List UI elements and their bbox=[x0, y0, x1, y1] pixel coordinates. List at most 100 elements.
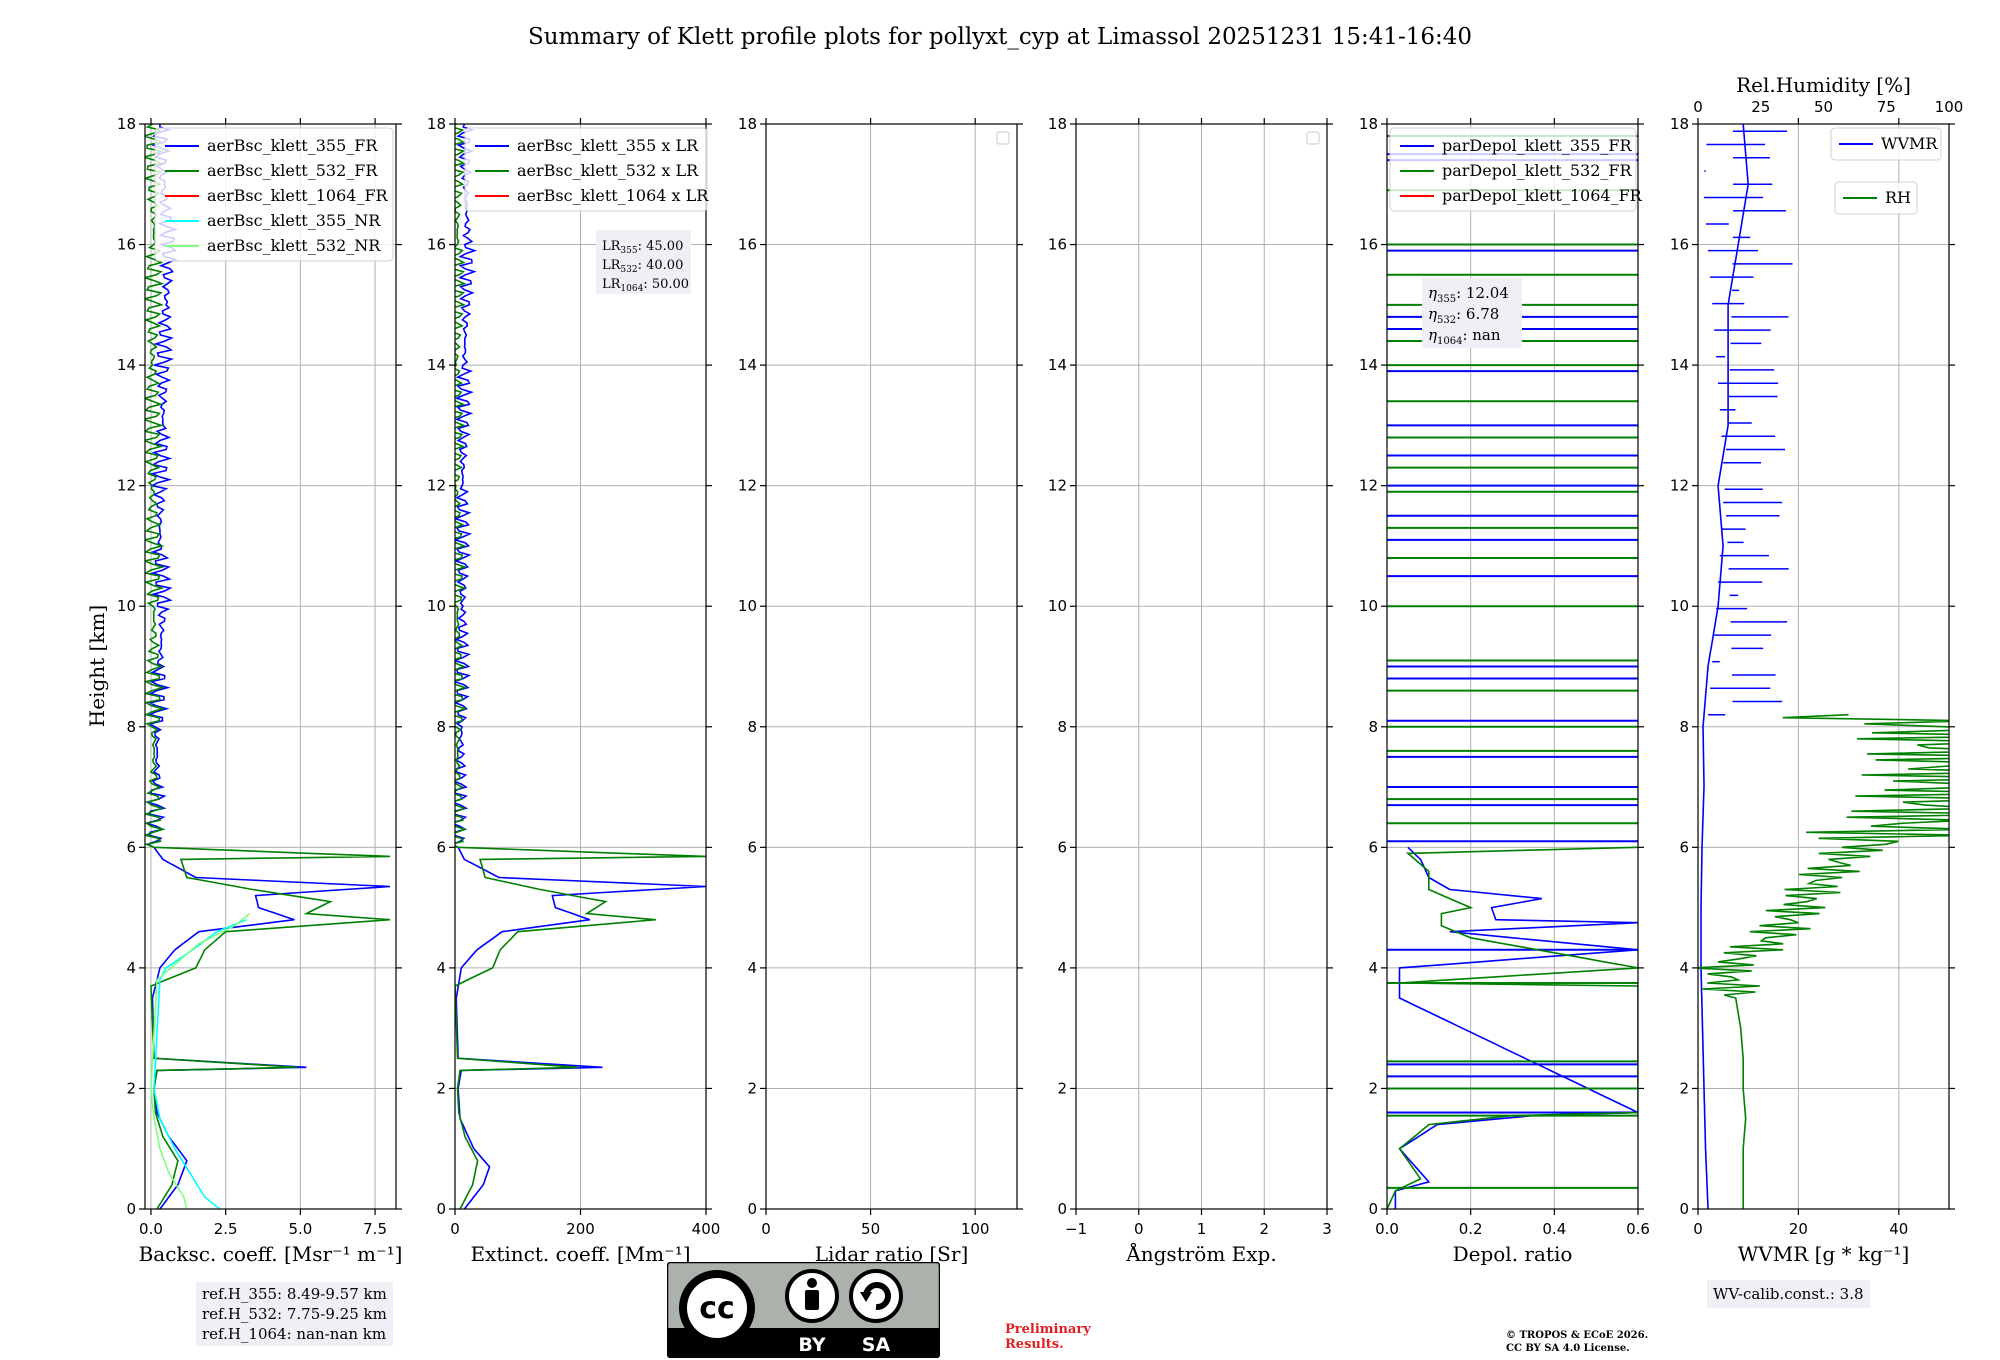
data-layer bbox=[145, 124, 391, 1209]
empty-legend bbox=[996, 131, 1010, 145]
ytick-label: 16 bbox=[1670, 236, 1689, 254]
data-layer bbox=[1698, 124, 1949, 1209]
ytick-label: 4 bbox=[1368, 959, 1378, 977]
figure-title: Summary of Klett profile plots for polly… bbox=[528, 24, 1472, 50]
ytick-label: 12 bbox=[1359, 477, 1378, 495]
series-line-aerBsc_klett_355_FR bbox=[145, 124, 391, 1209]
x-axis-label: Backsc. coeff. [Msr⁻¹ m⁻¹] bbox=[139, 1242, 403, 1266]
xtick-label: 0 bbox=[761, 1220, 771, 1238]
ytick-label: 12 bbox=[427, 477, 446, 495]
legend-label: aerBsc_klett_532_NR bbox=[207, 236, 381, 255]
ytick-label: 18 bbox=[117, 115, 136, 133]
ytick-label: 6 bbox=[747, 838, 757, 856]
xtick-label: 0 bbox=[450, 1220, 460, 1238]
top-tick-label: 50 bbox=[1814, 98, 1833, 116]
panel-bsc: 0 2 4 6 8 10 12 14 16 18 0.0 2.5 5.0 7.5 Backsc. coeff… bbox=[117, 115, 402, 1266]
xtick-label: 1 bbox=[1197, 1220, 1207, 1238]
wv-calibration-box: WV-calib.const.: 3.8 bbox=[1707, 1280, 1870, 1308]
ytick-label: 10 bbox=[117, 597, 136, 615]
eta-box bbox=[1422, 278, 1522, 348]
data-layer bbox=[1387, 135, 1638, 1209]
legend-label: aerBsc_klett_355_FR bbox=[207, 136, 378, 155]
xtick-label: 0.2 bbox=[1459, 1220, 1483, 1238]
x-axis-label: Depol. ratio bbox=[1453, 1242, 1573, 1266]
xtick-label: 2.5 bbox=[214, 1220, 238, 1238]
xtick-label: 0 bbox=[1693, 1220, 1703, 1238]
legend-label: aerBsc_klett_355 x LR bbox=[517, 136, 699, 155]
ref-h-355: ref.H_355: 8.49-9.57 km bbox=[202, 1285, 387, 1303]
legend-label: aerBsc_klett_532 x LR bbox=[517, 161, 699, 180]
xtick-label: 7.5 bbox=[363, 1220, 387, 1238]
axes-frame bbox=[1386, 123, 1639, 1210]
legend-label: parDepol_klett_1064_FR bbox=[1442, 186, 1643, 205]
lr-entry: LR1064: 50.00 bbox=[602, 277, 689, 294]
ref-h-1064: ref.H_1064: nan-nan km bbox=[202, 1325, 387, 1343]
reference-height-box: ref.H_355: 8.49-9.57 km ref.H_532: 7.75-… bbox=[196, 1282, 393, 1346]
copyright-note: © TROPOS & ECoE 2026. CC BY SA 4.0 Licen… bbox=[1506, 1329, 1648, 1355]
x-axis-label: WVMR [g * kg⁻¹] bbox=[1738, 1242, 1910, 1266]
series-line-RH bbox=[1698, 713, 1949, 1209]
preliminary-results-note: Preliminary Results. bbox=[1005, 1322, 1091, 1352]
top-axis-label: Rel.Humidity [%] bbox=[1736, 73, 1911, 97]
lr-entry: LR355: 45.00 bbox=[602, 239, 683, 256]
legend-box bbox=[154, 127, 394, 262]
ytick-label: 6 bbox=[1368, 838, 1378, 856]
cc-by-label: BY bbox=[798, 1334, 825, 1356]
ytick-label: 0 bbox=[1368, 1200, 1378, 1218]
ytick-label: 0 bbox=[1057, 1200, 1067, 1218]
ytick-label: 4 bbox=[436, 959, 446, 977]
ytick-label: 14 bbox=[427, 356, 446, 374]
xtick-label: 0.6 bbox=[1626, 1220, 1650, 1238]
series-line-WVMR bbox=[1700, 124, 1750, 1209]
xtick-label: 40 bbox=[1889, 1220, 1908, 1238]
xtick-label: 5.0 bbox=[288, 1220, 312, 1238]
ytick-label: 2 bbox=[1057, 1079, 1067, 1097]
ytick-label: 4 bbox=[1057, 959, 1067, 977]
ytick-label: 8 bbox=[1679, 718, 1689, 736]
ytick-label: 0 bbox=[747, 1200, 757, 1218]
legend-box bbox=[1389, 127, 1637, 212]
ytick-label: 14 bbox=[1359, 356, 1378, 374]
ytick-label: 18 bbox=[1670, 115, 1689, 133]
ytick-label: 10 bbox=[1670, 597, 1689, 615]
legend-label: WVMR bbox=[1881, 134, 1938, 153]
ytick-label: 2 bbox=[436, 1079, 446, 1097]
preliminary-line-2: Results. bbox=[1005, 1337, 1064, 1352]
lr-entry: LR532: 40.00 bbox=[602, 258, 683, 275]
ytick-label: 12 bbox=[738, 477, 757, 495]
top-tick-label: 0 bbox=[1693, 98, 1703, 116]
series-line-aerBsc_klett_532_FR bbox=[145, 124, 391, 1209]
copyright-line-2: CC BY SA 4.0 License. bbox=[1506, 1343, 1630, 1354]
x-axis-label: Ångström Exp. bbox=[1125, 1241, 1276, 1266]
ytick-label: 4 bbox=[1679, 959, 1689, 977]
legend-box bbox=[1830, 127, 1942, 161]
ytick-label: 10 bbox=[1048, 597, 1067, 615]
ytick-label: 6 bbox=[1057, 838, 1067, 856]
copyright-line-1: © TROPOS & ECoE 2026. bbox=[1506, 1330, 1649, 1341]
xtick-label: 100 bbox=[961, 1220, 990, 1238]
ytick-label: 2 bbox=[126, 1079, 136, 1097]
legend-label: aerBsc_klett_355_NR bbox=[207, 211, 381, 230]
series-line-aerBsc_klett_532_NR bbox=[150, 912, 251, 1209]
ytick-label: 14 bbox=[738, 356, 757, 374]
xtick-label: 0.4 bbox=[1542, 1220, 1566, 1238]
panel-dep: 0 2 4 6 8 10 12 14 16 18 0.0 0.2 0.4 0.6 Depol. ratio p… bbox=[1359, 115, 1650, 1266]
top-tick-label: 25 bbox=[1751, 98, 1770, 116]
xtick-label: 20 bbox=[1789, 1220, 1808, 1238]
ytick-label: 0 bbox=[126, 1200, 136, 1218]
ytick-label: 2 bbox=[1368, 1079, 1378, 1097]
legend-box bbox=[464, 127, 708, 212]
ytick-label: 16 bbox=[117, 236, 136, 254]
preliminary-line-1: Preliminary bbox=[1005, 1322, 1091, 1337]
ytick-label: 8 bbox=[436, 718, 446, 736]
cc-sa-label: SA bbox=[862, 1334, 891, 1356]
ytick-label: 12 bbox=[1048, 477, 1067, 495]
ytick-label: 10 bbox=[738, 597, 757, 615]
legend-label: aerBsc_klett_1064 x LR bbox=[517, 186, 709, 205]
xtick-label: 50 bbox=[861, 1220, 880, 1238]
ytick-label: 4 bbox=[126, 959, 136, 977]
series-line-parDepol_klett_532_FR bbox=[1387, 846, 1638, 1209]
xtick-label: 0.0 bbox=[1375, 1220, 1399, 1238]
